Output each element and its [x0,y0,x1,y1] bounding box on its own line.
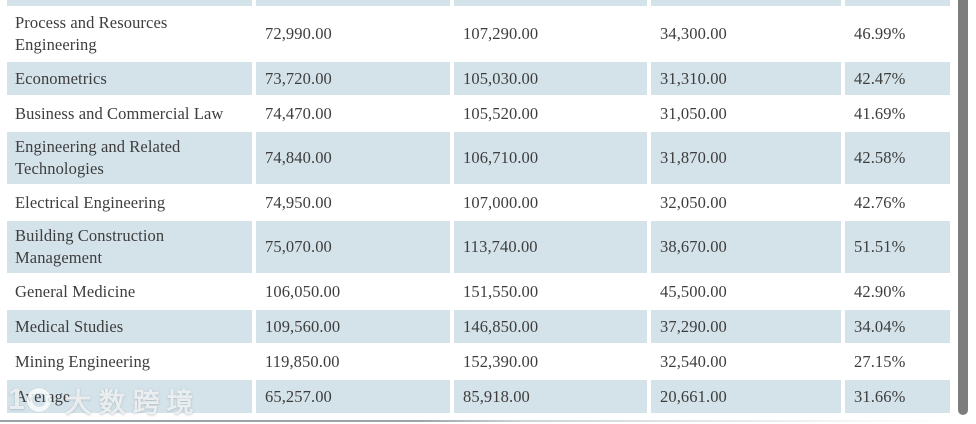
table-row: Mining Engineering 119,850.00 152,390.00 32… [7,345,950,378]
table-cell-value: 105,030.00 [454,62,647,95]
table-row: Engineering and Related Technologies 74,8… [7,132,950,184]
table-cell-value: 152,390.00 [454,345,647,378]
table-cell-percent: 42.47% [845,62,950,95]
table-cell-percent: 34.04% [845,310,950,343]
salary-comparison-table: Process and Resources Engineering 72,990.… [3,0,954,415]
table-cell-value: 74,840.00 [256,132,450,184]
table-cell-value: 73,720.00 [256,62,450,95]
table-cell-value: 107,290.00 [454,8,647,60]
table-row: Process and Resources Engineering 72,990.… [7,8,950,60]
table-cell-value: 119,850.00 [256,345,450,378]
table-cell-value: 107,000.00 [454,186,647,219]
vertical-scrollbar-thumb[interactable] [958,0,968,415]
table-cell-field: Process and Resources Engineering [7,8,252,60]
table-cell [845,0,950,6]
table-row: Business and Commercial Law 74,470.00 105,… [7,97,950,130]
table-cell-field: Average [7,380,252,413]
table-cell-value: 106,050.00 [256,275,450,308]
table-cell-value: 38,670.00 [651,221,841,273]
table-cell [651,0,841,6]
table-row: General Medicine 106,050.00 151,550.00 45,5… [7,275,950,308]
table-cell [7,0,252,6]
table-cell-field: Building Construction Management [7,221,252,273]
table-cell-value: 65,257.00 [256,380,450,413]
table-cell-value: 32,540.00 [651,345,841,378]
table-cell-field: Mining Engineering [7,345,252,378]
table-cell-percent: 46.99% [845,8,950,60]
table-cell-value: 45,500.00 [651,275,841,308]
table-cell-percent: 27.15% [845,345,950,378]
table-cell-value: 34,300.00 [651,8,841,60]
table-cell-value: 106,710.00 [454,132,647,184]
table-cell-value: 146,850.00 [454,310,647,343]
table-row: Medical Studies 109,560.00 146,850.00 37,29… [7,310,950,343]
table-row: Electrical Engineering 74,950.00 107,000.0… [7,186,950,219]
table-cell-field: Econometrics [7,62,252,95]
table-cell [256,0,450,6]
table-cell-value: 32,050.00 [651,186,841,219]
table-row: Average 65,257.00 85,918.00 20,661.00 31.66% [7,380,950,413]
table-cell-value: 105,520.00 [454,97,647,130]
table-bottom-border [0,420,950,422]
table-cell-value: 74,470.00 [256,97,450,130]
table-cell-value: 75,070.00 [256,221,450,273]
table-cell-value: 72,990.00 [256,8,450,60]
table-cell-field: Medical Studies [7,310,252,343]
table-cell-percent: 42.90% [845,275,950,308]
table-cell-value: 37,290.00 [651,310,841,343]
table-cell-value: 151,550.00 [454,275,647,308]
table-cell [454,0,647,6]
table-cell-percent: 41.69% [845,97,950,130]
table-cell-value: 109,560.00 [256,310,450,343]
table-cell-value: 20,661.00 [651,380,841,413]
table-cell-value: 113,740.00 [454,221,647,273]
table-row: Building Construction Management 75,070.0… [7,221,950,273]
table-cell-value: 85,918.00 [454,380,647,413]
table-cell-value: 74,950.00 [256,186,450,219]
table-cell-percent: 42.58% [845,132,950,184]
table-cell-value: 31,310.00 [651,62,841,95]
table-cell-percent: 31.66% [845,380,950,413]
table-cell-field: Business and Commercial Law [7,97,252,130]
table-cell-field: General Medicine [7,275,252,308]
vertical-scrollbar[interactable] [958,0,968,424]
table-cell-value: 31,050.00 [651,97,841,130]
table-row-partial [7,0,950,6]
table-cell-percent: 51.51% [845,221,950,273]
table-cell-field: Engineering and Related Technologies [7,132,252,184]
table-cell-percent: 42.76% [845,186,950,219]
table-cell-field: Electrical Engineering [7,186,252,219]
table-cell-value: 31,870.00 [651,132,841,184]
table-row: Econometrics 73,720.00 105,030.00 31,310.00… [7,62,950,95]
